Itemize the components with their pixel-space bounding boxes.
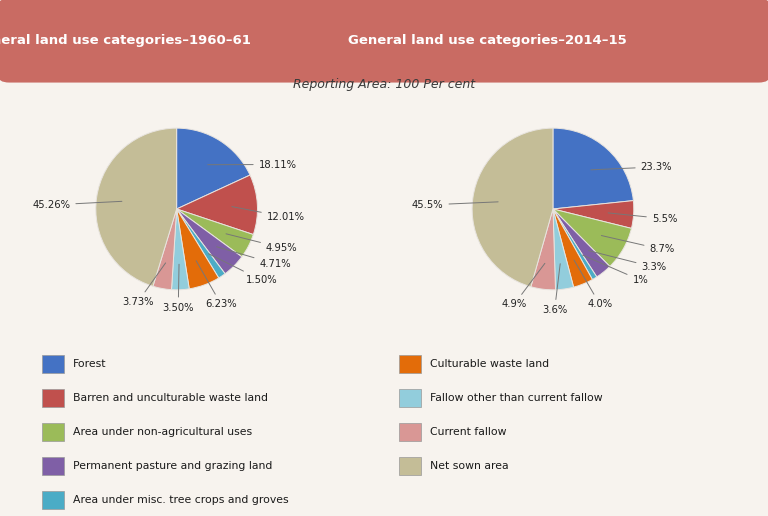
Text: 3.6%: 3.6% xyxy=(542,264,568,315)
Wedge shape xyxy=(171,209,189,290)
Bar xyxy=(399,355,421,373)
Text: Permanent pasture and grazing land: Permanent pasture and grazing land xyxy=(73,461,273,471)
Text: Culturable waste land: Culturable waste land xyxy=(430,359,549,369)
Wedge shape xyxy=(177,209,225,278)
Bar xyxy=(42,457,64,475)
Text: 4.71%: 4.71% xyxy=(217,247,291,269)
Wedge shape xyxy=(472,128,553,287)
Wedge shape xyxy=(177,128,250,209)
Wedge shape xyxy=(177,209,219,289)
Text: 3.73%: 3.73% xyxy=(122,263,166,307)
Wedge shape xyxy=(177,209,253,257)
Text: 23.3%: 23.3% xyxy=(591,162,672,172)
Text: 8.7%: 8.7% xyxy=(601,235,675,254)
Wedge shape xyxy=(553,209,597,280)
Text: General land use categories–1960–61: General land use categories–1960–61 xyxy=(0,34,251,47)
Bar xyxy=(42,389,64,407)
Text: 4.95%: 4.95% xyxy=(226,234,297,253)
FancyBboxPatch shape xyxy=(0,0,768,83)
Text: Reporting Area: 100 Per cent: Reporting Area: 100 Per cent xyxy=(293,77,475,91)
Text: 45.26%: 45.26% xyxy=(32,200,122,210)
Text: Barren and unculturable waste land: Barren and unculturable waste land xyxy=(73,393,268,403)
Wedge shape xyxy=(553,209,610,277)
Text: Current fallow: Current fallow xyxy=(430,427,507,437)
Bar xyxy=(42,355,64,373)
Text: Area under non-agricultural uses: Area under non-agricultural uses xyxy=(73,427,252,437)
Wedge shape xyxy=(553,209,592,287)
Wedge shape xyxy=(153,209,177,289)
Bar xyxy=(42,491,64,509)
Wedge shape xyxy=(177,209,242,273)
Wedge shape xyxy=(553,209,574,290)
Wedge shape xyxy=(553,128,634,209)
Wedge shape xyxy=(177,175,257,235)
Text: 4.0%: 4.0% xyxy=(574,260,612,310)
Text: 6.23%: 6.23% xyxy=(196,261,237,310)
Bar xyxy=(399,389,421,407)
Bar xyxy=(42,423,64,441)
Wedge shape xyxy=(553,201,634,229)
Text: 1%: 1% xyxy=(583,255,648,285)
Text: Forest: Forest xyxy=(73,359,107,369)
Text: 4.9%: 4.9% xyxy=(502,263,545,310)
Text: Fallow other than current fallow: Fallow other than current fallow xyxy=(430,393,603,403)
Text: General land use categories–2014–15: General land use categories–2014–15 xyxy=(349,34,627,47)
Wedge shape xyxy=(96,128,177,286)
Text: 18.11%: 18.11% xyxy=(207,159,296,170)
Wedge shape xyxy=(531,209,555,290)
Bar xyxy=(399,457,421,475)
Text: 3.50%: 3.50% xyxy=(163,264,194,313)
Text: 12.01%: 12.01% xyxy=(232,206,305,222)
Text: 1.50%: 1.50% xyxy=(209,254,277,285)
Text: Net sown area: Net sown area xyxy=(430,461,508,471)
Wedge shape xyxy=(553,209,631,266)
Text: 45.5%: 45.5% xyxy=(412,200,498,210)
Text: Area under misc. tree crops and groves: Area under misc. tree crops and groves xyxy=(73,495,289,505)
Text: 5.5%: 5.5% xyxy=(608,213,677,223)
Bar xyxy=(399,423,421,441)
Text: 3.3%: 3.3% xyxy=(588,251,667,272)
